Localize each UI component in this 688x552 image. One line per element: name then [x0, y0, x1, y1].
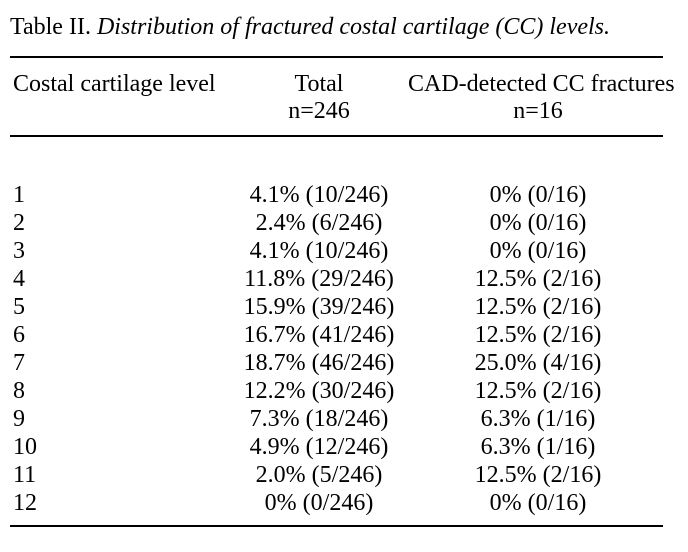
level-cell: 11	[13, 462, 37, 488]
total-cell: 2.4% (6/246)	[255, 210, 383, 236]
table-row: 5 15.9% (39/246) 12.5% (2/16)	[0, 293, 688, 321]
cad-cell: 25.0% (4/16)	[474, 350, 602, 376]
level-cell: 7	[13, 350, 25, 376]
table-caption-title: Distribution of fractured costal cartila…	[96, 14, 611, 40]
total-cell: 4.1% (10/246)	[249, 182, 389, 208]
table-caption: Table II. Distribution of fractured cost…	[10, 12, 678, 42]
table-bottom-rule	[10, 525, 663, 527]
column-header-cad-n: n=16	[513, 98, 563, 124]
level-cell: 2	[13, 210, 25, 236]
level-cell: 1	[13, 182, 25, 208]
cad-cell: 12.5% (2/16)	[474, 294, 602, 320]
cad-cell: 12.5% (2/16)	[474, 322, 602, 348]
level-cell: 8	[13, 378, 25, 404]
table-row: 6 16.7% (41/246) 12.5% (2/16)	[0, 321, 688, 349]
level-cell: 12	[13, 490, 37, 516]
table-top-rule	[10, 56, 663, 58]
total-cell: 2.0% (5/246)	[255, 462, 383, 488]
total-cell: 4.1% (10/246)	[249, 238, 389, 264]
total-cell: 15.9% (39/246)	[243, 294, 395, 320]
total-cell: 16.7% (41/246)	[243, 322, 395, 348]
total-cell: 4.9% (12/246)	[249, 434, 389, 460]
total-cell: 0% (0/246)	[264, 490, 374, 516]
column-header-level: Costal cartilage level	[13, 71, 216, 97]
column-header-total-n: n=246	[288, 98, 350, 124]
total-cell: 11.8% (29/246)	[244, 266, 394, 292]
column-header-total: Total	[294, 71, 344, 97]
table-row: 10 4.9% (12/246) 6.3% (1/16)	[0, 433, 688, 461]
cad-cell: 6.3% (1/16)	[480, 434, 596, 460]
level-cell: 4	[13, 266, 25, 292]
column-header-cad: CAD-detected CC fractures	[408, 71, 675, 97]
table-caption-label: Table II.	[10, 14, 91, 40]
total-cell: 7.3% (18/246)	[249, 406, 389, 432]
table-row: 12 0% (0/246) 0% (0/16)	[0, 489, 688, 517]
table-row: 9 7.3% (18/246) 6.3% (1/16)	[0, 405, 688, 433]
cad-cell: 0% (0/16)	[489, 210, 587, 236]
table-row: 7 18.7% (46/246) 25.0% (4/16)	[0, 349, 688, 377]
total-cell: 12.2% (30/246)	[243, 378, 395, 404]
level-cell: 3	[13, 238, 25, 264]
cad-cell: 12.5% (2/16)	[474, 266, 602, 292]
cad-cell: 12.5% (2/16)	[474, 378, 602, 404]
table-row: 2 2.4% (6/246) 0% (0/16)	[0, 209, 688, 237]
cad-cell: 12.5% (2/16)	[474, 462, 602, 488]
cad-cell: 6.3% (1/16)	[480, 406, 596, 432]
level-cell: 10	[13, 434, 37, 460]
level-cell: 5	[13, 294, 25, 320]
cad-cell: 0% (0/16)	[489, 238, 587, 264]
table-body: 1 4.1% (10/246) 0% (0/16) 2 2.4% (6/246)…	[0, 181, 688, 517]
level-cell: 9	[13, 406, 25, 432]
table-row: 4 11.8% (29/246) 12.5% (2/16)	[0, 265, 688, 293]
table-header-rule	[10, 135, 663, 137]
table-row: 8 12.2% (30/246) 12.5% (2/16)	[0, 377, 688, 405]
level-cell: 6	[13, 322, 25, 348]
cad-cell: 0% (0/16)	[489, 490, 587, 516]
table-row: 3 4.1% (10/246) 0% (0/16)	[0, 237, 688, 265]
table-row: 1 4.1% (10/246) 0% (0/16)	[0, 181, 688, 209]
table-row: 11 2.0% (5/246) 12.5% (2/16)	[0, 461, 688, 489]
total-cell: 18.7% (46/246)	[243, 350, 395, 376]
cad-cell: 0% (0/16)	[489, 182, 587, 208]
